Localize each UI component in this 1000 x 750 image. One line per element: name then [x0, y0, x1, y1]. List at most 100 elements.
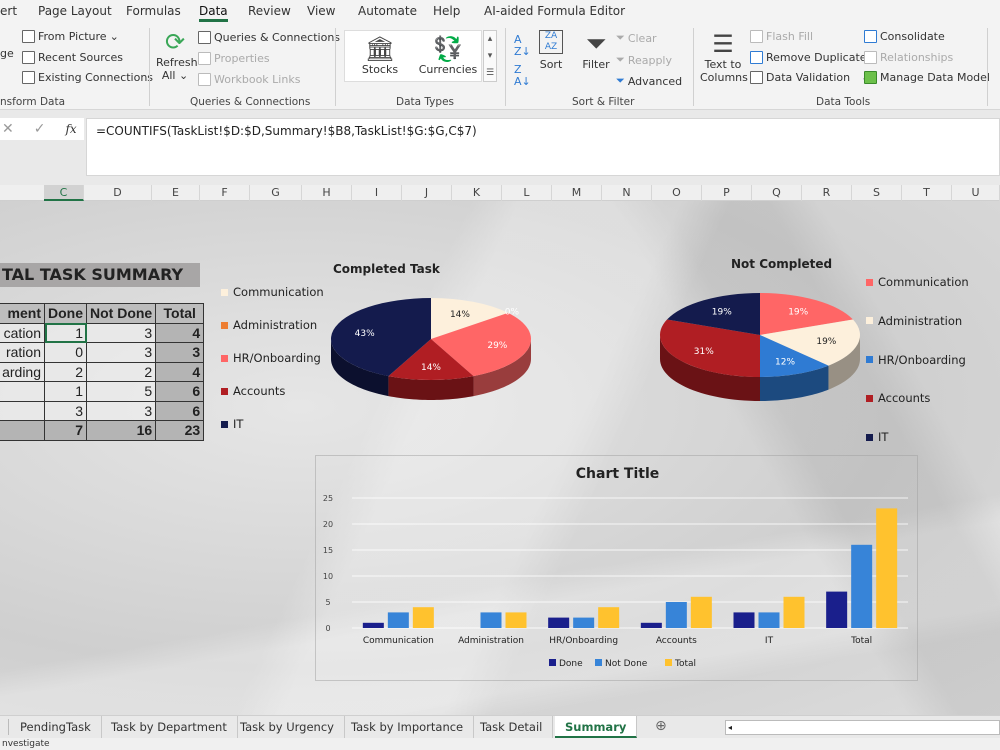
- sheet-tab-task-detail[interactable]: Task Detail: [470, 716, 554, 738]
- more-icon[interactable]: ☰: [485, 68, 495, 78]
- tab-formulas[interactable]: Formulas: [126, 4, 181, 18]
- column-header-R[interactable]: R: [802, 185, 852, 201]
- column-header-S[interactable]: S: [852, 185, 902, 201]
- reapply-button[interactable]: ⏷ Reapply: [616, 53, 672, 67]
- insert-function-button[interactable]: fx: [65, 122, 77, 136]
- table-cell[interactable]: 3: [85, 322, 157, 343]
- column-header-I[interactable]: I: [352, 185, 402, 201]
- relationships-button[interactable]: Relationships: [864, 51, 953, 64]
- refresh-all-button[interactable]: ⟳ Refresh All ⌄: [156, 28, 198, 82]
- pie-slice-accounts[interactable]: [659, 319, 760, 377]
- currencies-button[interactable]: 💱 Currencies: [417, 35, 479, 76]
- sort-za-button[interactable]: Z A↓: [514, 63, 531, 88]
- horizontal-scrollbar[interactable]: ◂: [725, 720, 1000, 735]
- clear-button[interactable]: ⏷ Clear: [616, 31, 657, 45]
- pie-slice-communication[interactable]: [431, 298, 509, 339]
- text-to-columns-button[interactable]: ☰ Text to Columns: [700, 30, 748, 84]
- column-header-G[interactable]: G: [250, 185, 302, 201]
- column-header-H[interactable]: H: [302, 185, 352, 201]
- table-cell[interactable]: [0, 400, 45, 421]
- table-cell[interactable]: 3: [85, 400, 157, 421]
- from-picture-button[interactable]: From Picture ⌄: [22, 30, 119, 43]
- pie-slice-administration[interactable]: [760, 319, 860, 366]
- column-header-J[interactable]: J: [402, 185, 452, 201]
- table-cell[interactable]: 7: [44, 420, 87, 441]
- column-header-F[interactable]: F: [200, 185, 250, 201]
- table-cell[interactable]: 2: [44, 361, 87, 382]
- add-sheet-button[interactable]: ⊕: [655, 718, 667, 734]
- scroll-up-icon[interactable]: ▴: [487, 34, 493, 44]
- enter-icon[interactable]: ✓: [33, 121, 46, 137]
- tab-page-layout[interactable]: Page Layout: [38, 4, 112, 18]
- pie-charts[interactable]: 14% 0% 29% 14% 43% 19% 19% 12% 31% 19%: [0, 201, 1000, 451]
- pie-slice-hr-onboarding[interactable]: [760, 335, 829, 377]
- workbook-links-button[interactable]: Workbook Links: [198, 73, 300, 86]
- existing-connections-button[interactable]: Existing Connections: [22, 71, 153, 84]
- column-header-E[interactable]: E: [152, 185, 200, 201]
- table-cell[interactable]: 6: [155, 381, 205, 402]
- stocks-button[interactable]: 🏛 Stocks: [355, 35, 405, 76]
- column-header-L[interactable]: L: [502, 185, 552, 201]
- worksheet[interactable]: TAL TASK SUMMARY ment Done Not Done Total ca…: [0, 201, 1000, 715]
- pie-slice-it[interactable]: [667, 293, 760, 335]
- tab-view[interactable]: View: [307, 4, 336, 18]
- column-header-M[interactable]: M: [552, 185, 602, 201]
- recent-sources-button[interactable]: Recent Sources: [22, 51, 123, 64]
- table-cell[interactable]: 2: [85, 361, 157, 382]
- column-header-N[interactable]: N: [602, 185, 652, 201]
- flash-fill-button[interactable]: Flash Fill: [750, 30, 813, 43]
- tab-ert[interactable]: ert: [0, 4, 18, 18]
- tab-ai-aided-formula-editor[interactable]: AI-aided Formula Editor: [484, 4, 626, 18]
- column-header-Q[interactable]: Q: [752, 185, 802, 201]
- manage-data-model-button[interactable]: Manage Data Model: [864, 71, 990, 84]
- column-header-P[interactable]: P: [702, 185, 752, 201]
- column-header-O[interactable]: O: [652, 185, 702, 201]
- from-image-partial[interactable]: ge: [0, 47, 14, 60]
- scroll-down-icon[interactable]: ▾: [487, 51, 493, 61]
- sort-az-button[interactable]: A Z↓: [514, 33, 531, 58]
- pie-slice-hr-onboarding[interactable]: [431, 312, 531, 377]
- table-cell[interactable]: 5: [85, 381, 157, 402]
- advanced-button[interactable]: ⏷ Advanced: [616, 74, 682, 88]
- table-cell[interactable]: 3: [85, 342, 157, 363]
- cancel-icon[interactable]: ✕: [2, 121, 14, 137]
- column-header-K[interactable]: K: [452, 185, 502, 201]
- properties-button[interactable]: Properties: [198, 52, 270, 65]
- table-cell[interactable]: 23: [155, 420, 205, 441]
- tab-review[interactable]: Review: [248, 4, 291, 18]
- bar-chart[interactable]: Chart Title 0 5 10 15 20 25 Communication Admin…: [315, 455, 918, 681]
- formula-input[interactable]: =COUNTIFS(TaskList!$D:$D,Summary!$B8,Tas…: [86, 118, 1000, 176]
- sheet-tab-pendingtask[interactable]: PendingTask: [10, 716, 102, 738]
- filter-button[interactable]: ⏷ Filter: [580, 30, 612, 71]
- column-header-D[interactable]: D: [84, 185, 152, 201]
- table-cell[interactable]: 1: [44, 381, 87, 402]
- column-header-U[interactable]: U: [952, 185, 1000, 201]
- table-cell[interactable]: 1: [44, 322, 87, 343]
- table-cell[interactable]: ration: [0, 342, 45, 363]
- consolidate-button[interactable]: Consolidate: [864, 30, 945, 43]
- column-header-T[interactable]: T: [902, 185, 952, 201]
- sheet-tab-summary[interactable]: Summary: [555, 716, 638, 738]
- pie-slice-accounts[interactable]: [388, 339, 474, 380]
- tab-help[interactable]: Help: [433, 4, 461, 18]
- sheet-tab-task-by-department[interactable]: Task by Department: [101, 716, 238, 738]
- pie-slice-communication[interactable]: [760, 293, 853, 335]
- table-cell[interactable]: cation: [0, 322, 45, 343]
- pie-slice-it[interactable]: [330, 298, 431, 377]
- remove-duplicates-button[interactable]: Remove Duplicates: [750, 51, 872, 64]
- queries-connections-button[interactable]: Queries & Connections: [198, 31, 340, 44]
- table-cell[interactable]: 0: [44, 342, 87, 363]
- table-cell[interactable]: 16: [85, 420, 157, 441]
- sheet-tabs: ⊕ ◂ PendingTask Task by Department Task by…: [0, 715, 1000, 738]
- tab-data[interactable]: Data: [199, 4, 228, 22]
- tab-automate[interactable]: Automate: [358, 4, 417, 18]
- table-cell[interactable]: 4: [155, 322, 205, 343]
- sheet-tab-task-by-importance[interactable]: Task by Importance: [341, 716, 475, 738]
- sort-button[interactable]: ZA AZ Sort: [536, 30, 566, 71]
- table-cell[interactable]: 3: [155, 342, 205, 363]
- column-header-C[interactable]: C: [44, 185, 84, 201]
- sheet-tab-task-by-urgency[interactable]: Task by Urgency: [230, 716, 345, 738]
- gallery-scroll[interactable]: ▴ ▾ ☰: [483, 30, 497, 82]
- data-validation-button[interactable]: Data Validation⌄: [750, 71, 870, 84]
- scroll-left-icon[interactable]: ◂: [728, 723, 733, 732]
